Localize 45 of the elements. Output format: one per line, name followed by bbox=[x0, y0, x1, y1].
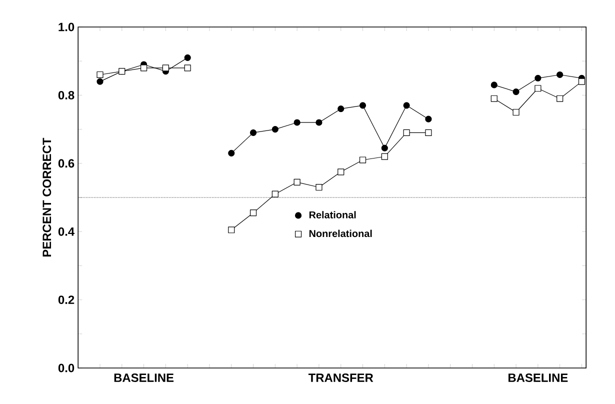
point bbox=[184, 64, 191, 72]
point bbox=[250, 129, 257, 136]
point bbox=[425, 129, 432, 136]
point bbox=[250, 210, 257, 216]
y-tick-label: 0.6 bbox=[58, 159, 74, 168]
point bbox=[381, 153, 388, 160]
point bbox=[359, 102, 366, 109]
point bbox=[534, 74, 542, 82]
point bbox=[534, 85, 542, 92]
point bbox=[316, 119, 322, 126]
point bbox=[184, 54, 191, 61]
point bbox=[490, 95, 498, 102]
point bbox=[490, 82, 498, 88]
point bbox=[359, 156, 366, 164]
point bbox=[512, 88, 520, 96]
point bbox=[162, 64, 169, 72]
point bbox=[425, 116, 432, 122]
point bbox=[228, 226, 235, 234]
point bbox=[403, 129, 410, 136]
y-tick-label: 0.4 bbox=[58, 227, 75, 236]
point bbox=[338, 106, 344, 112]
point bbox=[338, 168, 344, 176]
point bbox=[228, 150, 235, 156]
y-tick-label: 0.0 bbox=[58, 364, 74, 372]
point bbox=[316, 184, 322, 191]
y-tick-label: 1.0 bbox=[58, 22, 74, 32]
point bbox=[403, 102, 410, 109]
legend-label: Nonrelational bbox=[309, 230, 372, 238]
point bbox=[272, 126, 278, 133]
point bbox=[140, 64, 148, 72]
point bbox=[294, 178, 300, 186]
point bbox=[556, 95, 564, 102]
point bbox=[96, 78, 104, 85]
x-tick-label: TRANSFER bbox=[308, 374, 374, 382]
y-axis-title: PERCENT CORRECT bbox=[42, 138, 52, 256]
point bbox=[381, 144, 388, 152]
x-tick-label: BASELINE bbox=[508, 374, 568, 382]
y-tick-label: 0.2 bbox=[58, 296, 74, 304]
point bbox=[272, 190, 278, 198]
point bbox=[294, 119, 300, 126]
point bbox=[556, 71, 564, 78]
legend-label: Relational bbox=[309, 211, 356, 218]
y-tick-label: 0.8 bbox=[58, 90, 74, 100]
point bbox=[578, 78, 586, 85]
x-tick-label: BASELINE bbox=[114, 374, 174, 382]
